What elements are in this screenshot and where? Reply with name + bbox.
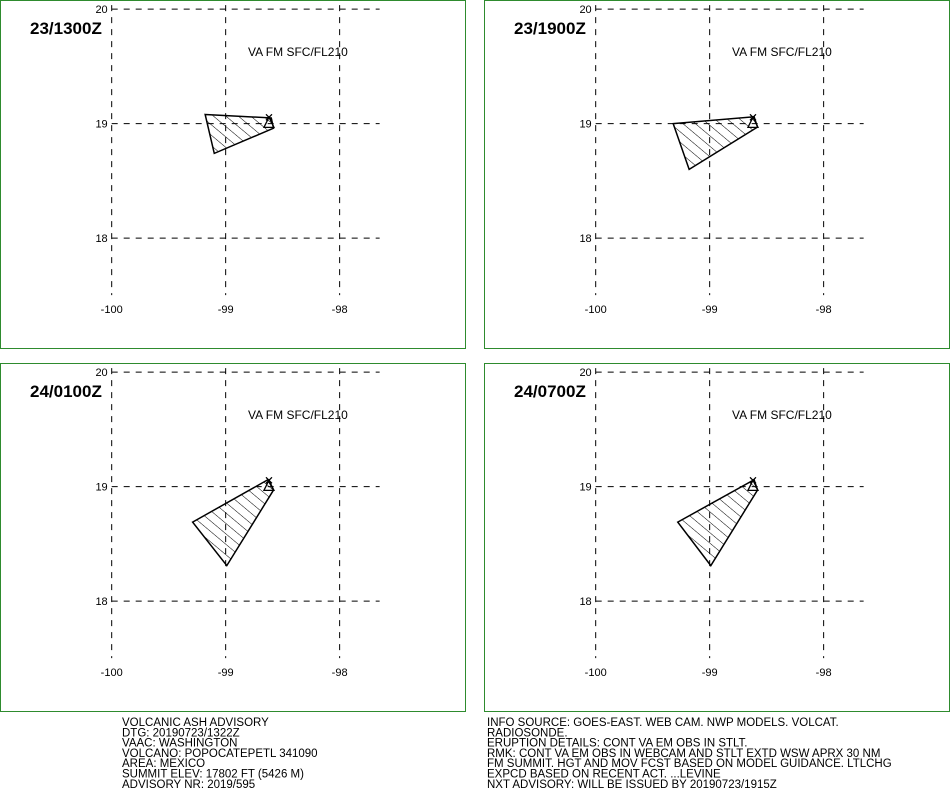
x-tick-label: -100 (101, 304, 123, 316)
advisory-line: RMK: CONT VA EM OBS IN WEBCAM AND STLT E… (487, 748, 880, 760)
flight-level: VA FM SFC/FL210 (248, 45, 348, 59)
ash-cloud (204, 113, 275, 155)
valid-time: 23/1300Z (30, 19, 102, 38)
advisory-line: VAAC: WASHINGTON (122, 738, 237, 750)
flight-level: VA FM SFC/FL210 (732, 408, 832, 422)
valid-time: 23/1900Z (514, 19, 586, 38)
y-tick-label: 18 (579, 596, 591, 608)
ash-cloud (672, 115, 759, 171)
volcano-symbol (746, 476, 760, 491)
advisory-line: ADVISORY NR: 2019/595 (122, 779, 255, 791)
flight-level: VA FM SFC/FL210 (248, 408, 348, 422)
flight-level: VA FM SFC/FL210 (732, 45, 832, 59)
x-tick-label: -100 (585, 667, 607, 679)
advisory-line: EXPCD BASED ON RECENT ACT. ...LEVINE (487, 769, 721, 781)
volcano-symbol (262, 113, 276, 128)
x-tick-label: -99 (218, 667, 234, 679)
y-tick-label: 20 (579, 4, 591, 16)
y-tick-label: 20 (95, 367, 107, 379)
y-tick-label: 19 (579, 482, 591, 494)
ash-cloud (676, 478, 759, 567)
x-tick-label: -99 (702, 304, 718, 316)
y-tick-label: 19 (95, 482, 107, 494)
valid-time: 24/0700Z (514, 382, 586, 401)
x-tick-label: -100 (101, 667, 123, 679)
panel-frame (0, 363, 466, 712)
advisory-line: INFO SOURCE: GOES-EAST. WEB CAM. NWP MOD… (487, 717, 839, 729)
y-tick-label: 18 (95, 596, 107, 608)
x-tick-label: -99 (702, 667, 718, 679)
ash-cloud (191, 478, 275, 567)
y-tick-label: 18 (95, 233, 107, 245)
advisory-line: VOLCANO: POPOCATEPETL 341090 (122, 748, 318, 760)
y-tick-label: 20 (95, 4, 107, 16)
advisory-line: RADIOSONDE. (487, 727, 568, 739)
panel-frame (0, 0, 466, 349)
advisory-line: NXT ADVISORY: WILL BE ISSUED BY 20190723… (487, 779, 777, 791)
y-tick-label: 19 (95, 119, 107, 131)
x-tick-label: -98 (816, 304, 832, 316)
advisory-line: DTG: 20190723/1322Z (122, 727, 240, 739)
x-tick-label: -98 (332, 667, 348, 679)
x-tick-label: -98 (816, 667, 832, 679)
advisory-line: AREA: MEXICO (122, 758, 205, 770)
y-tick-label: 19 (579, 119, 591, 131)
valid-time: 24/0100Z (30, 382, 102, 401)
x-tick-label: -98 (332, 304, 348, 316)
advisory-line: VOLCANIC ASH ADVISORY (122, 717, 269, 729)
advisory-line: SUMMIT ELEV: 17802 FT (5426 M) (122, 769, 304, 781)
volcano-symbol (746, 113, 760, 128)
x-tick-label: -99 (218, 304, 234, 316)
advisory-line: ERUPTION DETAILS: CONT VA EM OBS IN STLT… (487, 738, 748, 750)
x-tick-label: -100 (585, 304, 607, 316)
advisory-line: FM SUMMIT. HGT AND MOV FCST BASED ON MOD… (487, 758, 892, 770)
y-tick-label: 18 (579, 233, 591, 245)
panel-frame (484, 0, 950, 349)
y-tick-label: 20 (579, 367, 591, 379)
volcano-symbol (262, 476, 276, 491)
